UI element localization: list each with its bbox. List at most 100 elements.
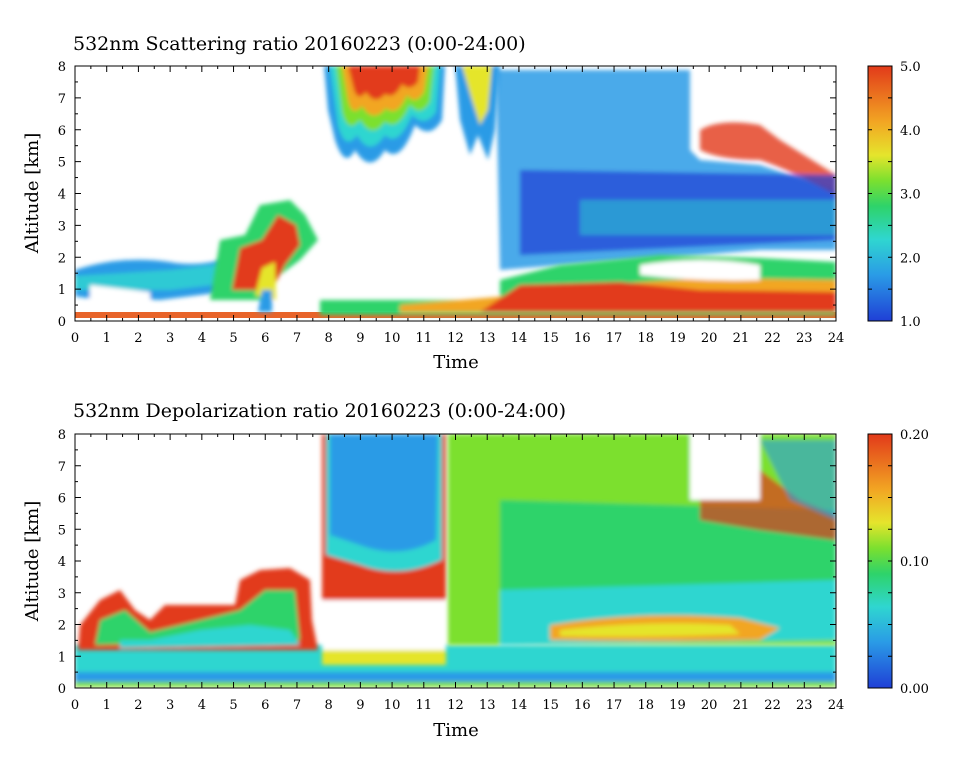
heatmap-feature — [322, 434, 446, 665]
x-tick-label: 22 — [764, 331, 781, 346]
x-tick-label: 12 — [447, 698, 464, 713]
x-axis-title: Time — [433, 720, 478, 741]
x-tick-label: 18 — [637, 698, 654, 713]
x-tick-label: 24 — [828, 698, 845, 713]
x-tick-label: 2 — [134, 331, 142, 346]
y-axis-title: Altitude [km] — [22, 501, 43, 623]
heatmap-feature — [75, 255, 240, 300]
x-tick-label: 21 — [733, 698, 750, 713]
x-tick-label: 17 — [606, 698, 623, 713]
x-tick-label: 11 — [416, 698, 433, 713]
y-tick-label: 6 — [58, 124, 66, 139]
x-tick-labels: 0 1 2 3 4 5 6 7 8 9 10 11 12 13 14 15 16… — [71, 698, 844, 713]
x-tick-label: 4 — [198, 331, 206, 346]
y-tick-label: 8 — [58, 428, 66, 443]
x-tick-label: 19 — [669, 331, 686, 346]
x-tick-label: 2 — [134, 698, 142, 713]
x-tick-label: 10 — [384, 331, 401, 346]
y-tick-label: 1 — [58, 283, 66, 298]
y-axis: 0 1 2 3 4 5 6 7 8 Altitude [km] — [22, 60, 836, 330]
x-tick-label: 17 — [606, 331, 623, 346]
y-tick-labels: 0 1 2 3 4 5 6 7 8 — [58, 60, 66, 330]
y-tick-marks — [75, 65, 836, 322]
heatmap-feature — [210, 200, 318, 312]
x-tick-label: 14 — [511, 698, 528, 713]
colorbar-label: 4.0 — [900, 124, 921, 139]
depolarization-ratio-panel: 532nm Depolarization ratio 20160223 (0:0… — [22, 400, 929, 741]
heatmap-feature — [448, 434, 836, 645]
x-tick-label: 16 — [574, 698, 591, 713]
y-axis-title: Altitude [km] — [22, 133, 43, 255]
colorbar-label: 1.0 — [900, 315, 921, 330]
x-tick-label: 10 — [384, 698, 401, 713]
x-tick-label: 23 — [796, 331, 813, 346]
colorbar-ticks — [868, 65, 892, 322]
colorbar-ticks — [868, 433, 892, 689]
x-tick-marks — [74, 66, 837, 321]
x-tick-label: 5 — [229, 698, 237, 713]
x-tick-label: 3 — [166, 331, 174, 346]
y-tick-label: 2 — [58, 619, 66, 634]
x-tick-label: 8 — [325, 698, 333, 713]
x-tick-label: 5 — [229, 331, 237, 346]
colorbar-label: 3.0 — [900, 188, 921, 203]
x-tick-label: 24 — [828, 331, 845, 346]
x-tick-label: 7 — [293, 331, 301, 346]
colorbar: 5.0 4.0 3.0 2.0 1.0 — [867, 60, 921, 330]
y-tick-label: 0 — [58, 315, 66, 330]
x-tick-label: 12 — [447, 331, 464, 346]
x-tick-label: 3 — [166, 698, 174, 713]
x-tick-label: 15 — [542, 331, 559, 346]
x-tick-label: 9 — [356, 331, 364, 346]
heatmap-feature — [324, 66, 500, 163]
y-tick-label: 4 — [58, 188, 66, 203]
x-tick-label: 22 — [764, 698, 781, 713]
x-tick-label: 9 — [356, 698, 364, 713]
y-tick-labels: 0 1 2 3 4 5 6 7 8 — [58, 428, 66, 697]
colorbar-label: 0.20 — [900, 428, 929, 443]
x-tick-label: 6 — [261, 698, 269, 713]
colorbar-label: 0.10 — [900, 555, 929, 570]
x-tick-label: 0 — [71, 331, 79, 346]
x-tick-label: 20 — [701, 331, 718, 346]
x-axis: 0 1 2 3 4 5 6 7 8 9 10 11 12 13 14 15 16… — [71, 66, 844, 373]
x-tick-label: 0 — [71, 698, 79, 713]
y-tick-label: 2 — [58, 251, 66, 266]
x-tick-label: 11 — [416, 331, 433, 346]
heatmap-feature — [75, 645, 836, 687]
x-tick-label: 1 — [103, 698, 111, 713]
heatmap-area — [75, 66, 836, 321]
x-tick-label: 6 — [261, 331, 269, 346]
y-tick-label: 5 — [58, 156, 66, 171]
x-tick-label: 15 — [542, 698, 559, 713]
x-tick-label: 7 — [293, 698, 301, 713]
heatmap-feature — [496, 70, 836, 270]
x-tick-label: 13 — [479, 331, 496, 346]
x-tick-label: 8 — [325, 331, 333, 346]
chart-title: 532nm Depolarization ratio 20160223 (0:0… — [73, 400, 566, 422]
x-tick-label: 19 — [669, 698, 686, 713]
heatmap-area — [75, 434, 836, 688]
x-tick-marks — [74, 434, 837, 688]
x-tick-label: 14 — [511, 331, 528, 346]
y-tick-label: 0 — [58, 682, 66, 697]
y-tick-label: 3 — [58, 219, 66, 234]
y-tick-label: 8 — [58, 60, 66, 75]
y-tick-label: 7 — [58, 92, 66, 107]
colorbar-label: 0.00 — [900, 682, 929, 697]
x-tick-label: 20 — [701, 698, 718, 713]
y-tick-label: 6 — [58, 492, 66, 507]
colorbar-label: 2.0 — [900, 251, 921, 266]
y-tick-label: 5 — [58, 523, 66, 538]
x-tick-labels: 0 1 2 3 4 5 6 7 8 9 10 11 12 13 14 15 16… — [71, 331, 844, 346]
y-tick-label: 3 — [58, 587, 66, 602]
y-tick-label: 4 — [58, 555, 66, 570]
x-axis-title: Time — [433, 352, 478, 373]
x-tick-label: 18 — [637, 331, 654, 346]
heatmap-feature — [78, 568, 318, 650]
y-tick-marks — [75, 433, 836, 689]
heatmap-feature — [320, 255, 836, 315]
scattering-ratio-panel: 532nm Scattering ratio 20160223 (0:00-24… — [22, 33, 921, 373]
x-tick-label: 1 — [103, 331, 111, 346]
